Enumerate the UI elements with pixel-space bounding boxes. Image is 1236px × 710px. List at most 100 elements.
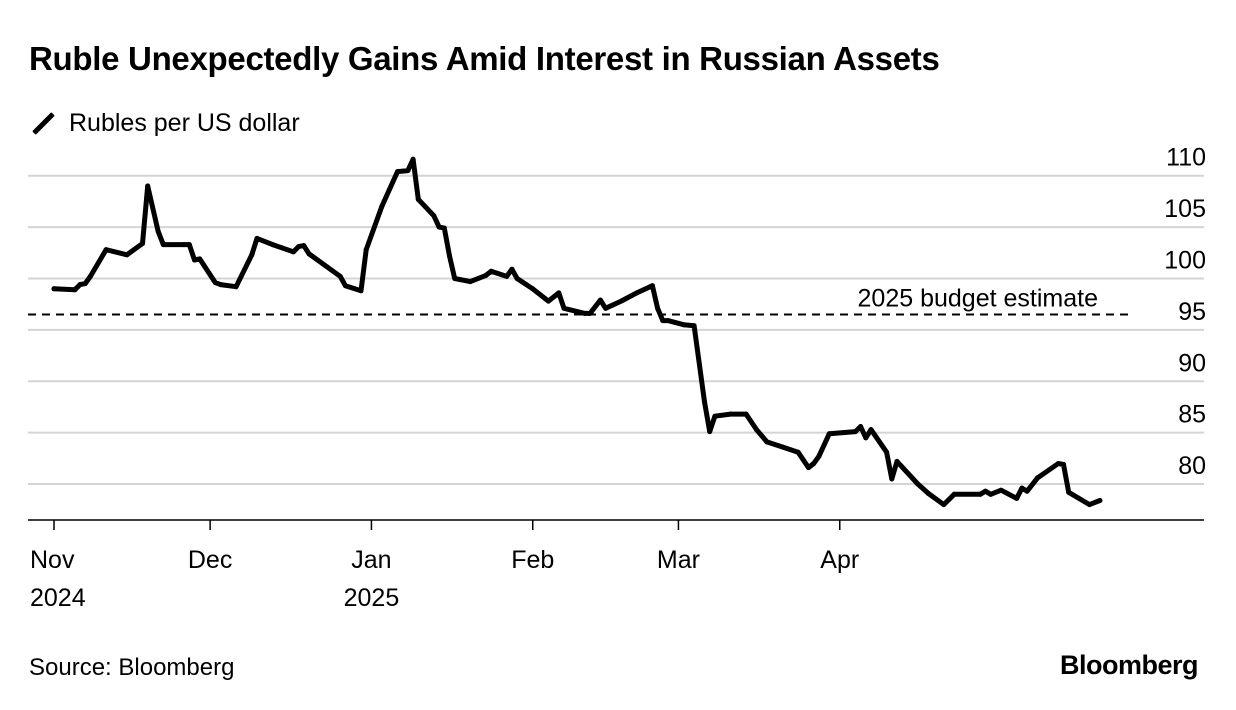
data-point-2025-01-17: [452, 276, 458, 281]
data-point-2025-03-14: [743, 411, 749, 417]
data-point-2024-12-19: [301, 243, 307, 249]
data-point-2025-02-21: [634, 290, 640, 296]
data-point-2025-03-11: [728, 411, 733, 417]
data-point-2025-01-29: [514, 276, 520, 281]
series-line-rubles-per-usd: [51, 156, 1103, 508]
data-point-2024-12-17: [290, 249, 296, 255]
data-point-2025-01-20: [467, 279, 473, 285]
data-point-2025-04-07: [868, 427, 874, 433]
data-point-2024-12-06: [233, 284, 239, 290]
data-point-2025-01-16: [447, 253, 452, 259]
data-point-2025-02-04: [545, 298, 551, 304]
data-point-2025-04-28: [977, 491, 983, 497]
data-point-2024-12-26: [337, 273, 343, 279]
data-point-2024-12-30: [358, 288, 364, 294]
data-point-2025-03-08: [712, 413, 718, 419]
data-point-2025-03-16: [754, 427, 759, 433]
data-point-2025-03-30: [826, 431, 832, 437]
data-point-2024-12-03: [218, 282, 223, 288]
y-tick-label-110: 110: [1166, 144, 1206, 172]
data-point-2025-05-15: [1066, 489, 1072, 495]
data-point-2025-04-11: [889, 476, 895, 482]
data-point-2024-11-11: [103, 247, 109, 253]
data-point-2025-02-26: [660, 318, 666, 324]
data-point-2025-02-25: [655, 305, 661, 311]
data-point-2025-01-06: [395, 169, 400, 175]
data-point-2024-11-06: [77, 282, 83, 288]
data-point-2025-01-15: [441, 225, 447, 231]
data-point-2025-02-12: [587, 310, 593, 316]
gridlines: [28, 174, 1204, 486]
data-point-2025-01-03: [379, 204, 385, 209]
data-point-2025-05-02: [998, 487, 1004, 493]
data-point-2025-03-18: [764, 439, 770, 445]
data-point-2025-05-14: [1061, 462, 1066, 467]
y-tick-label-100: 100: [1164, 246, 1206, 274]
y-tick-label-90: 90: [1178, 349, 1206, 377]
data-point-2024-11-01: [51, 286, 57, 292]
y-axis: 80 85 90 95 100 105 110: [1164, 144, 1206, 480]
data-point-2025-04-16: [915, 481, 921, 487]
data-point-2025-01-13: [431, 213, 437, 219]
data-point-2025-02-27: [665, 318, 671, 324]
chart-title: Ruble Unexpectedly Gains Amid Interest i…: [29, 40, 940, 77]
data-point-2024-12-20: [306, 251, 312, 257]
data-point-2025-01-23: [483, 272, 489, 278]
data-point-2024-12-27: [342, 283, 348, 289]
data-point-2025-04-21: [941, 502, 947, 508]
x-tick-label-jan: Jan: [351, 546, 391, 574]
x-tick-sublabel-2025: 2025: [344, 584, 400, 612]
data-point-2025-03-06: [702, 399, 707, 405]
data-point-2024-11-18: [140, 241, 145, 246]
data-point-2024-11-22: [160, 242, 166, 248]
y-tick-label-80: 80: [1178, 452, 1206, 480]
budget-reference-label: 2025 budget estimate: [858, 284, 1098, 312]
data-point-2024-12-13: [270, 242, 276, 248]
data-point-2024-11-08: [87, 273, 93, 279]
data-point-2024-11-19: [145, 183, 151, 189]
data-point-2025-01-09: [410, 156, 416, 162]
x-tick-sublabel-2024: 2024: [30, 584, 86, 612]
data-point-2025-04-05: [858, 424, 864, 429]
data-point-2025-04-18: [925, 490, 931, 496]
data-point-2025-01-28: [509, 266, 515, 272]
data-point-2025-01-24: [488, 268, 494, 274]
legend: Rubles per US dollar: [30, 106, 300, 140]
data-point-2024-11-15: [124, 252, 130, 258]
data-point-2025-05-19: [1087, 502, 1092, 508]
data-point-2025-02-07: [561, 305, 567, 311]
data-point-2025-02-01: [530, 286, 536, 292]
data-point-2025-02-15: [603, 305, 609, 311]
y-tick-label-95: 95: [1178, 298, 1206, 326]
x-tick-label-dec: Dec: [188, 546, 232, 574]
x-tick-label-feb: Feb: [511, 546, 554, 574]
data-point-2025-03-07: [707, 429, 713, 435]
data-point-2024-12-31: [363, 247, 369, 253]
data-points: [51, 156, 1103, 508]
source-note: Source: Bloomberg: [29, 654, 235, 681]
y-tick-label-85: 85: [1178, 401, 1206, 429]
data-point-2025-01-27: [504, 273, 510, 279]
data-point-2025-03-24: [795, 449, 801, 455]
data-point-2025-02-11: [582, 310, 588, 316]
data-point-2024-11-26: [181, 242, 187, 248]
data-point-2024-12-18: [296, 244, 302, 250]
data-point-2025-04-23: [951, 491, 957, 497]
data-point-2024-12-10: [254, 235, 260, 241]
data-point-2025-05-09: [1035, 475, 1040, 481]
data-point-2025-01-14: [436, 224, 442, 230]
data-point-2025-05-13: [1055, 461, 1061, 466]
data-point-2025-04-29: [983, 488, 988, 494]
data-point-2024-12-09: [249, 252, 255, 258]
data-point-2025-03-27: [811, 461, 817, 466]
data-point-2025-05-21: [1097, 498, 1103, 503]
data-point-2025-03-04: [691, 323, 697, 329]
brand-logo: Bloomberg: [1059, 650, 1199, 680]
x-tick-label-mar: Mar: [657, 546, 700, 574]
data-point-2025-04-10: [884, 449, 890, 455]
data-point-2025-03-26: [806, 465, 811, 471]
data-point-2025-05-05: [1014, 495, 1020, 501]
data-point-2025-05-07: [1024, 488, 1030, 494]
data-point-2024-11-07: [82, 281, 88, 287]
